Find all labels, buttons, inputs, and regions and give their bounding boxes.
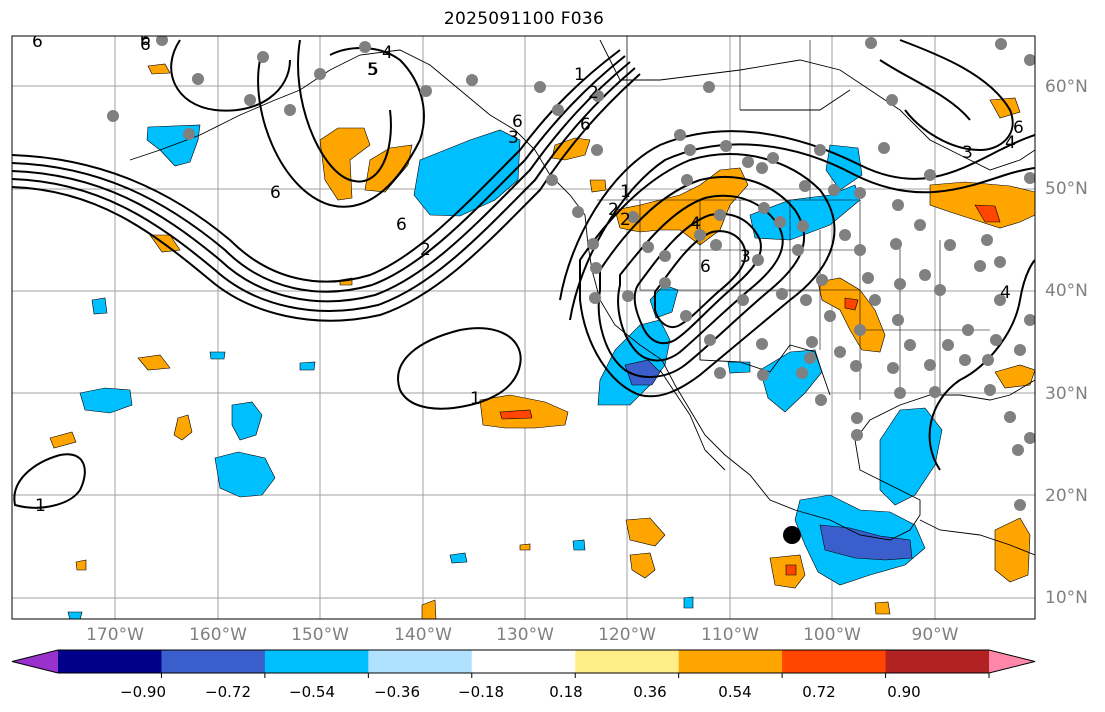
contour-label: 5 — [368, 60, 379, 80]
contour-label: 3 — [508, 128, 519, 148]
contour-label: 6 — [270, 183, 281, 203]
grid-lines — [12, 36, 1035, 619]
station-markers — [107, 36, 1035, 511]
colorbar — [11, 649, 1036, 678]
lat-label: 10°N — [1045, 588, 1088, 608]
contour-label: 1 — [620, 182, 631, 202]
map-frame — [11, 35, 1036, 620]
storm-center-marker — [783, 526, 801, 544]
lon-label: 160°W — [189, 625, 247, 645]
contour-label: 3 — [740, 247, 751, 267]
colorbar-tick: 0.18 — [549, 683, 583, 701]
colorbar-tick: −0.90 — [120, 683, 166, 701]
shaded-fields — [49, 63, 1035, 619]
colorbar-tick: 0.36 — [633, 683, 667, 701]
lat-label: 20°N — [1045, 486, 1088, 506]
colorbar-extend-max — [989, 650, 1035, 673]
colorbar-extend-min — [12, 650, 58, 673]
contour-label: 6 — [1013, 118, 1024, 138]
contour-label: 1 — [35, 496, 46, 516]
contour-label: 6 — [140, 30, 151, 50]
map-title: 2025091100 F036 — [443, 9, 605, 29]
contour-label: 5 — [367, 60, 378, 80]
colorbar-tick: −0.54 — [289, 683, 335, 701]
lon-label: 120°W — [598, 625, 656, 645]
colorbar-segment — [575, 650, 680, 673]
contour-label: 2 — [608, 200, 619, 220]
lon-label: 170°W — [86, 625, 144, 645]
lon-label: 110°W — [701, 625, 759, 645]
colorbar-segment — [471, 650, 576, 673]
contour-label: 2 — [620, 210, 631, 230]
colorbar-tick: −0.72 — [205, 683, 251, 701]
lon-label: 140°W — [394, 625, 452, 645]
contour-label: 6 — [580, 115, 591, 135]
colorbar-tick: 0.54 — [718, 683, 752, 701]
lon-label: 150°W — [291, 625, 349, 645]
contour-label: 4 — [1005, 133, 1016, 153]
colorbar-tick: 0.90 — [887, 683, 921, 701]
colorbar-tick: −0.18 — [458, 683, 504, 701]
contour-label: 2 — [588, 83, 599, 103]
contour-label: 4 — [690, 214, 701, 234]
lon-label: 90°W — [911, 625, 959, 645]
contour-lines — [12, 39, 1035, 509]
colorbar-tick: −0.36 — [374, 683, 420, 701]
lat-label: 40°N — [1045, 281, 1088, 301]
lon-label: 100°W — [803, 625, 861, 645]
contour-label: 2 — [420, 240, 431, 260]
colorbar-segment — [264, 650, 369, 673]
contour-label: 3 — [962, 143, 973, 163]
lon-label: 130°W — [496, 625, 554, 645]
contour-label: 4 — [382, 43, 393, 63]
colorbar-segment — [782, 650, 887, 673]
contour-label: 4 — [1000, 283, 1011, 303]
lat-label: 30°N — [1045, 384, 1088, 404]
lat-label: 60°N — [1045, 77, 1088, 97]
colorbar-outline — [11, 649, 1036, 674]
contour-label: 1 — [470, 389, 481, 409]
colorbar-tick: 0.72 — [802, 683, 836, 701]
contour-label: 1 — [574, 65, 585, 85]
contour-label: 6 — [396, 215, 407, 235]
colorbar-segment — [58, 650, 162, 673]
colorbar-segment — [368, 650, 473, 673]
contour-label: 6 — [700, 257, 711, 277]
contour-label: 6 — [140, 35, 151, 55]
colorbar-segment — [678, 650, 783, 673]
contour-label: 6 — [32, 32, 43, 52]
colorbar-segment — [161, 650, 266, 673]
contour-label: 6 — [512, 112, 523, 132]
lat-label: 50°N — [1045, 179, 1088, 199]
colorbar-segment — [885, 650, 990, 673]
